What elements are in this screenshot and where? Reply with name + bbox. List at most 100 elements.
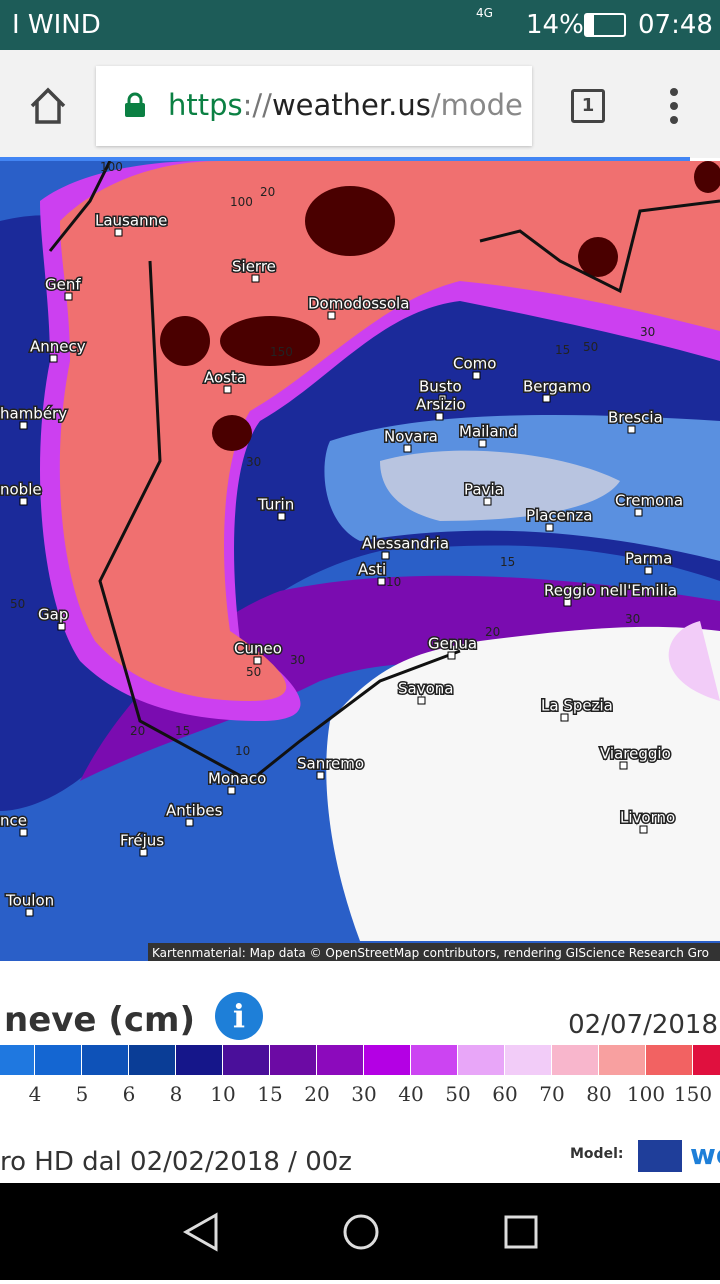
city-marker — [435, 412, 444, 421]
city-label: Bergamo — [523, 378, 591, 396]
contour-label: 15 — [555, 343, 570, 357]
browser-bar: https://weather.us/mode 1 — [0, 50, 720, 158]
city-label: Lausanne — [95, 212, 167, 230]
run-info: ro HD dal 02/02/2018 / 00z — [0, 1147, 352, 1177]
carrier: I WIND — [12, 10, 101, 40]
city-label: Sanremo — [297, 755, 364, 773]
scale-tick: 5 — [75, 1082, 89, 1106]
date: 02/07/2018 — [568, 1010, 718, 1040]
city-label: Annecy — [30, 338, 86, 356]
color-scale — [0, 1045, 720, 1075]
contour-label: 30 — [625, 612, 640, 626]
contour-label: 50 — [10, 597, 25, 611]
city-marker — [253, 656, 262, 665]
legend-panel: neve (cm) i 02/07/2018 4 5 6 8 10 15 20 30 40 50 6… — [0, 992, 720, 1183]
city-label: nce — [0, 812, 27, 830]
city-marker — [627, 425, 636, 434]
city-marker — [634, 508, 643, 517]
contour-label: 100 — [230, 195, 253, 209]
scale-swatch — [35, 1045, 81, 1075]
city-marker — [316, 771, 325, 780]
model-label: Model: — [570, 1146, 624, 1162]
city-label: Brescia — [608, 409, 663, 427]
url-separator: :// — [242, 88, 272, 122]
contour-label: 10 — [235, 744, 250, 758]
scale-tick: 50 — [445, 1082, 471, 1106]
scale-swatch — [176, 1045, 222, 1075]
scale-tick: 10 — [210, 1082, 236, 1106]
scale-swatch — [552, 1045, 598, 1075]
city-label: noble — [0, 481, 42, 499]
city-marker — [472, 371, 481, 380]
contour-label: 30 — [290, 653, 305, 667]
city-marker — [545, 523, 554, 532]
city-label: Aosta — [204, 369, 246, 387]
menu-button[interactable] — [664, 86, 684, 126]
scale-tick: 60 — [492, 1082, 518, 1106]
tab-count[interactable]: 1 — [571, 89, 605, 123]
contour-label: 20 — [260, 185, 275, 199]
back-button[interactable] — [182, 1212, 218, 1252]
home-nav-button[interactable] — [343, 1214, 379, 1250]
city-marker — [223, 385, 232, 394]
city-label: Reggio nell'Emilia — [544, 582, 677, 600]
scale-tick: 70 — [539, 1082, 565, 1106]
city-marker — [619, 761, 628, 770]
city-label: Savona — [398, 680, 453, 698]
city-marker — [644, 566, 653, 575]
contour-label: 100 — [100, 161, 123, 174]
recents-button[interactable] — [504, 1215, 538, 1249]
city-label: Turin — [257, 496, 294, 514]
scale-tick: 30 — [351, 1082, 377, 1106]
city-marker — [478, 439, 487, 448]
battery-percent: 14% — [526, 10, 584, 40]
contour-label: 30 — [246, 455, 261, 469]
city-label: Mailand — [459, 423, 518, 441]
city-marker — [19, 421, 28, 430]
lock-icon — [125, 92, 145, 117]
city-marker — [114, 228, 123, 237]
city-label: Pavia — [464, 481, 504, 499]
city-marker — [438, 394, 447, 403]
contour-label: 15 — [500, 555, 515, 569]
home-button[interactable] — [28, 86, 68, 126]
weather-map: Lausanne Genf Sierre Domodossola Annecy Aosta… — [0, 161, 720, 961]
scale-swatch — [270, 1045, 316, 1075]
city-marker — [64, 292, 73, 301]
city-label: Monaco — [208, 770, 266, 788]
progress-bar — [0, 157, 690, 161]
clock: 07:48 — [638, 10, 713, 40]
contour-label: 20 — [485, 625, 500, 639]
city-label: Novara — [384, 428, 438, 446]
city-label: Genua — [428, 635, 477, 653]
scale-tick: 150 — [673, 1082, 713, 1106]
city-marker — [227, 786, 236, 795]
contour-label: 30 — [640, 325, 655, 339]
url-box[interactable]: https://weather.us/mode — [96, 66, 532, 146]
scale-ticks: 4568101520304050607080100150200 — [0, 1082, 720, 1112]
nav-bar — [0, 1183, 720, 1280]
scale-swatch — [599, 1045, 645, 1075]
city-label: Alessandria — [362, 535, 449, 553]
model-name: we — [690, 1138, 720, 1171]
url-path: /mode — [430, 88, 523, 122]
scale-tick: 4 — [28, 1082, 42, 1106]
scale-tick: 8 — [169, 1082, 183, 1106]
city-label: Livorno — [620, 809, 675, 827]
contour-label: 15 — [175, 724, 190, 738]
battery-icon — [584, 13, 626, 37]
city-label: Sierre — [232, 258, 276, 276]
scale-tick: 80 — [586, 1082, 612, 1106]
city-marker — [483, 497, 492, 506]
contour-label: 150 — [270, 345, 293, 359]
city-label: hambéry — [0, 405, 67, 423]
info-button[interactable]: i — [215, 992, 263, 1040]
city-label: La Spezia — [541, 697, 613, 715]
city-marker — [417, 696, 426, 705]
legend-title: neve (cm) — [4, 1000, 195, 1040]
scale-tick: 20 — [304, 1082, 330, 1106]
scale-swatch — [82, 1045, 128, 1075]
city-marker — [49, 354, 58, 363]
scale-swatch — [0, 1045, 34, 1075]
city-label: Gap — [38, 606, 68, 624]
